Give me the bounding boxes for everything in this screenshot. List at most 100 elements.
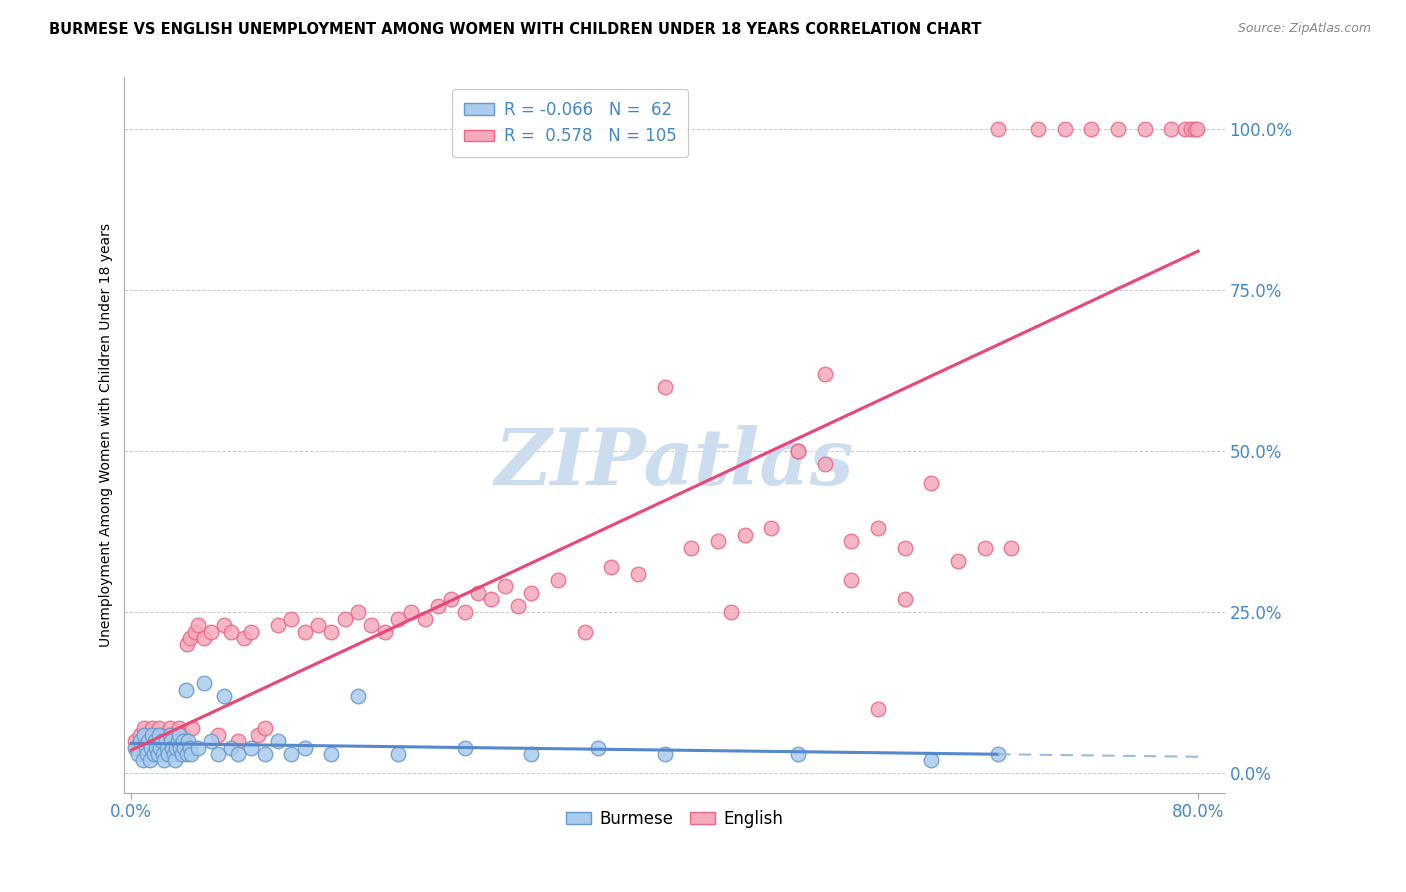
Point [347,689,370,703]
Point [156,740,179,755]
Point [153,754,176,768]
Point [387,747,409,761]
Point [167,721,190,735]
Point [127,747,149,761]
Point [148,721,170,735]
Point [1080,122,1102,136]
Point [987,122,1010,136]
Point [138,728,160,742]
Point [1053,122,1076,136]
Point [143,734,166,748]
Point [219,740,242,755]
Point [467,586,489,600]
Point [440,592,463,607]
Point [170,740,193,755]
Point [586,740,609,755]
Point [124,740,146,755]
Point [139,734,162,748]
Text: ZIPatlas: ZIPatlas [495,425,855,502]
Point [169,740,191,755]
Point [373,624,395,639]
Point [321,624,343,639]
Point [839,534,862,549]
Point [280,612,302,626]
Point [946,554,969,568]
Point [139,754,162,768]
Point [129,734,152,748]
Point [132,754,155,768]
Point [200,734,222,748]
Point [360,618,382,632]
Point [246,728,269,742]
Point [193,676,215,690]
Point [166,728,188,742]
Point [453,605,475,619]
Point [893,592,915,607]
Point [157,747,180,761]
Point [187,618,209,632]
Point [148,728,170,742]
Point [720,605,742,619]
Point [294,740,316,755]
Point [139,740,162,755]
Point [399,605,422,619]
Point [893,541,915,555]
Point [152,740,174,755]
Point [920,476,942,491]
Point [156,734,179,748]
Point [333,612,356,626]
Point [136,740,159,755]
Point [166,740,188,755]
Point [226,734,249,748]
Point [150,734,173,748]
Point [146,747,169,761]
Point [787,444,810,458]
Point [920,754,942,768]
Point [141,721,163,735]
Point [707,534,730,549]
Point [193,631,215,645]
Point [987,747,1010,761]
Point [165,747,187,761]
Point [387,612,409,626]
Point [426,599,449,613]
Point [134,721,156,735]
Point [160,728,183,742]
Point [1160,122,1182,136]
Point [176,637,198,651]
Text: Source: ZipAtlas.com: Source: ZipAtlas.com [1237,22,1371,36]
Point [159,728,181,742]
Point [181,721,204,735]
Point [155,734,177,748]
Point [143,728,166,742]
Point [787,444,810,458]
Point [1107,122,1129,136]
Point [136,747,159,761]
Point [866,702,889,716]
Point [142,740,165,755]
Point [155,728,177,742]
Point [172,728,194,742]
Point [654,747,676,761]
Point [163,740,186,755]
Point [173,734,195,748]
Point [267,734,290,748]
Point [207,728,229,742]
Point [654,380,676,394]
Point [1174,122,1197,136]
Point [267,618,290,632]
Point [180,747,202,761]
Point [150,728,173,742]
Point [142,747,165,761]
Point [574,624,596,639]
Point [200,624,222,639]
Point [163,747,186,761]
Point [214,618,236,632]
Legend: Burmese, English: Burmese, English [560,803,790,834]
Point [129,728,152,742]
Point [141,728,163,742]
Point [814,367,837,381]
Point [173,740,195,755]
Point [627,566,650,581]
Point [253,747,276,761]
